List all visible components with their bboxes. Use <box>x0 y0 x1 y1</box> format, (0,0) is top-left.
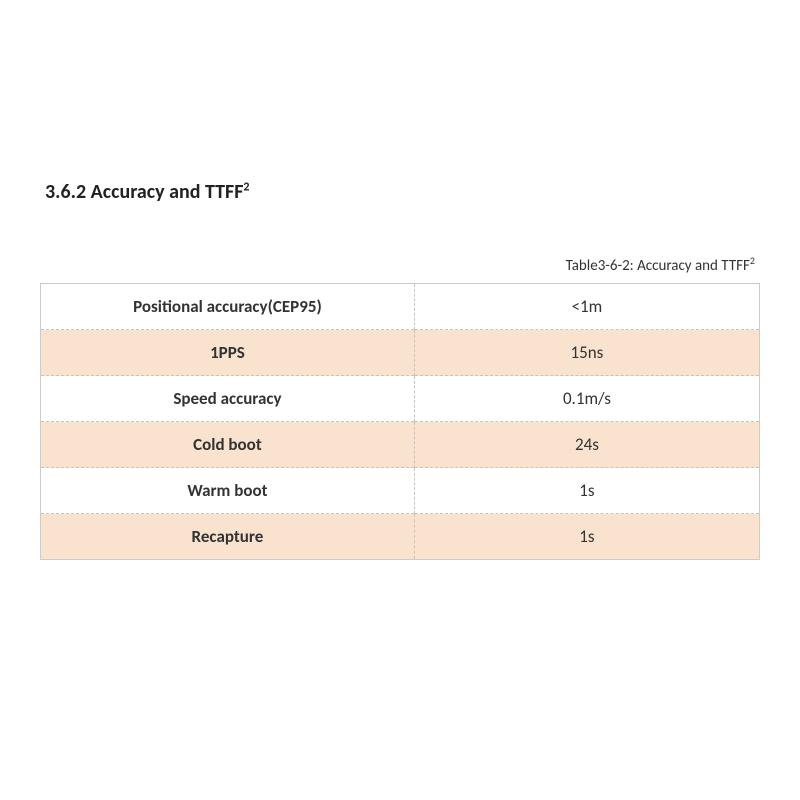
spec-table: Positional accuracy(CEP95) <1m 1PPS 15ns… <box>40 283 760 560</box>
row-label: Cold boot <box>41 422 415 468</box>
document-page: 3.6.2 Accuracy and TTFF2 Table3-6-2: Acc… <box>0 0 800 560</box>
caption-text: Accuracy and TTFF <box>637 257 750 275</box>
row-value: <1m <box>414 284 759 330</box>
table-caption: Table3-6-2: Accuracy and TTFF2 <box>40 254 760 275</box>
caption-prefix: Table3-6-2: <box>566 257 638 275</box>
section-heading: 3.6.2 Accuracy and TTFF2 <box>45 180 760 204</box>
row-label: Speed accuracy <box>41 376 415 422</box>
heading-number: 3.6.2 <box>45 180 86 204</box>
caption-superscript: 2 <box>750 254 755 267</box>
table-row: Speed accuracy 0.1m/s <box>41 376 760 422</box>
row-value: 24s <box>414 422 759 468</box>
row-value: 15ns <box>414 330 759 376</box>
row-label: 1PPS <box>41 330 415 376</box>
table-row: Positional accuracy(CEP95) <1m <box>41 284 760 330</box>
row-label: Positional accuracy(CEP95) <box>41 284 415 330</box>
row-value: 1s <box>414 468 759 514</box>
table-row: Warm boot 1s <box>41 468 760 514</box>
spec-table-body: Positional accuracy(CEP95) <1m 1PPS 15ns… <box>41 284 760 560</box>
row-value: 0.1m/s <box>414 376 759 422</box>
row-value: 1s <box>414 514 759 560</box>
row-label: Recapture <box>41 514 415 560</box>
table-row: Recapture 1s <box>41 514 760 560</box>
table-row: 1PPS 15ns <box>41 330 760 376</box>
heading-text: Accuracy and TTFF <box>91 180 244 204</box>
table-row: Cold boot 24s <box>41 422 760 468</box>
heading-superscript: 2 <box>243 180 249 194</box>
row-label: Warm boot <box>41 468 415 514</box>
